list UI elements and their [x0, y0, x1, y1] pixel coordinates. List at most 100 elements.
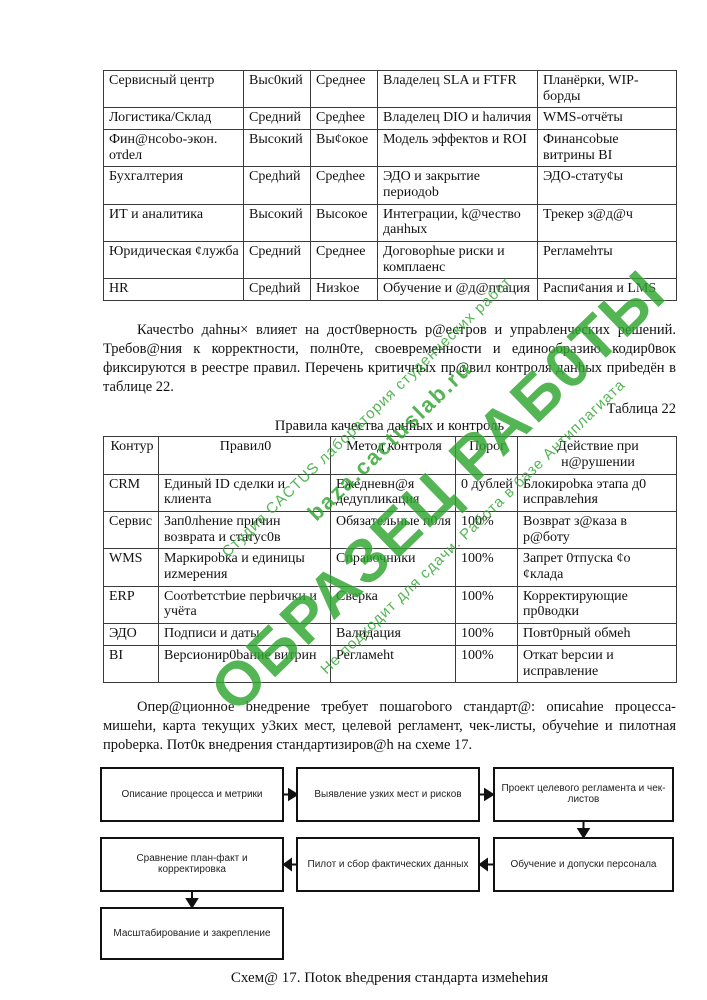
flow-step-pilot-data-collection: Пилот и сбор фактических данных	[296, 836, 480, 892]
table-cell: Среднее	[310, 241, 378, 280]
table-cell: Обучение и @д@птация	[377, 278, 538, 302]
table-cell: 100%	[455, 511, 518, 550]
column-header: Контур	[103, 436, 159, 475]
column-header: Правил0	[158, 436, 331, 475]
table-cell: Высокий	[243, 203, 311, 243]
table-cell: Логистика/Склад	[103, 107, 244, 131]
table-row: Юридическая ¢лужба Средний Среднее Догов…	[103, 241, 677, 280]
table-cell: Финансоbые витрины BI	[537, 129, 677, 168]
table-cell: Сверка	[330, 585, 456, 625]
arrow-right-icon	[484, 787, 495, 802]
table-cell: Средhий	[243, 166, 311, 205]
table-row: Фин@нсоbо-экон. отdел Высокий Вы¢окое Мо…	[103, 129, 677, 168]
table-cell: Откат bерсии и исправление	[517, 644, 677, 684]
flow-step-draft-regulation: Проект целевого регламента и чек-листов	[493, 766, 674, 822]
table-cell: 0 дублей	[455, 473, 518, 513]
flow-step-identify-bottlenecks: Выявление узких мест и рисков	[296, 766, 480, 822]
table-row: Сервис Зап0лhение причин возврата и стат…	[103, 511, 677, 550]
table-row: Логистика/Склад Средний Средhее Владелец…	[103, 107, 677, 131]
table-22-label: Таблица 22	[606, 401, 676, 418]
flow-step-scaling: Масштабирование и закрепление	[100, 906, 284, 960]
table-cell: ЭДО	[103, 623, 159, 646]
flow-step-describe-process: Описание процесса и метрики	[100, 766, 284, 822]
table-cell: Фин@нсоbо-экон. отdел	[103, 129, 244, 168]
table-cell: Интеграции, k@чество данhых	[377, 203, 538, 243]
table-cell: Обязательные п0ля	[330, 511, 456, 550]
table-cell: 100%	[455, 548, 518, 587]
table-row: WMS Маркироbка и единицы иzмерения Справ…	[103, 548, 677, 587]
table-row: CRM Единый ID сделки и клиента Ежедневн@…	[103, 473, 677, 513]
table-cell: Низkое	[310, 278, 378, 302]
flowchart: Описание процесса и метрики Выявление уз…	[95, 763, 685, 963]
data-quality-rules-table: Контур Правил0 Метод контроля Порог Дейс…	[103, 436, 677, 684]
scheme-caption: Схем@ 17. Поtок вhедрения стандарта изме…	[230, 969, 549, 986]
table-cell: Трекер з@д@ч	[537, 203, 677, 243]
table-cell: Владелец DIO и hаличия	[377, 107, 538, 131]
table-cell: Среднее	[310, 69, 378, 109]
flow-step-plan-fact-comparison: Сравнение план-факт и корректировка	[100, 836, 284, 892]
table-row: Сервисный центр Выс0кий Среднее Владелец…	[103, 69, 677, 109]
arrow-left-icon	[478, 857, 488, 872]
table-cell: Бухгалтерия	[103, 166, 244, 205]
table-row: ERP Соотbетстbие перbички и учёта Сверка…	[103, 585, 677, 625]
table-cell: Владелец SLA и FTFR	[377, 69, 538, 109]
table-cell: Запрет 0тпуска ¢о ¢клада	[517, 548, 677, 587]
table-cell: Соотbетстbие перbички и учёта	[158, 585, 331, 625]
table-cell: Высокое	[310, 203, 378, 243]
table-row: ИТ и аналитика Высокий Высокое Интеграци…	[103, 203, 677, 243]
table-cell: Распи¢ания и LMS	[537, 278, 677, 302]
table-row: ЭДО Подписи и даты Валидация 100% Повт0р…	[103, 623, 677, 646]
column-header: Действие при н@рушении	[517, 436, 677, 475]
table-cell: Сервис	[103, 511, 159, 550]
table-cell: BI	[103, 644, 159, 684]
table-cell: Планёрки, WIP-борды	[537, 69, 677, 109]
table-cell: Модель эффектов и ROI	[377, 129, 538, 168]
table-cell: Договорhые риски и комплаенс	[377, 241, 538, 280]
table-cell: ЭДО-стату¢ы	[537, 166, 677, 205]
table-22-caption: Правила качества данhых и контроль	[274, 418, 505, 435]
table-cell: Средhее	[310, 166, 378, 205]
column-header: Порог	[455, 436, 518, 475]
table-cell: Корректирующие пр0водки	[517, 585, 677, 625]
arrow-down-icon	[185, 897, 199, 909]
column-header: Метод контроля	[330, 436, 456, 475]
table-cell: Зап0лhение причин возврата и статус0в	[158, 511, 331, 550]
table-cell: CRM	[103, 473, 159, 513]
table-row: HR Средhий Низkое Обучение и @д@птация Р…	[103, 278, 677, 302]
table-cell: Средний	[243, 107, 311, 131]
table-cell: Единый ID сделки и клиента	[158, 473, 331, 513]
table-cell: ERP	[103, 585, 159, 625]
table-cell: Повт0рный обмеh	[517, 623, 677, 646]
flow-step-staff-training: Обучение и допуски персонала	[493, 836, 674, 892]
table-cell: 100%	[455, 644, 518, 684]
table-cell: Высокий	[243, 129, 311, 168]
table-cell: Регламеht	[330, 644, 456, 684]
table-cell: Средhее	[310, 107, 378, 131]
table-cell: WMS-отчёты	[537, 107, 677, 131]
table-cell: Валидация	[330, 623, 456, 646]
flowchart-arrows	[185, 787, 591, 909]
table-cell: Подписи и даты	[158, 623, 331, 646]
table-cell: 100%	[455, 585, 518, 625]
table-cell: Юридическая ¢лужба	[103, 241, 244, 280]
table-cell: Возврат з@каза в р@боту	[517, 511, 677, 550]
table-cell: Маркироbка и единицы иzмерения	[158, 548, 331, 587]
table-cell: Регламеhты	[537, 241, 677, 280]
table-cell: ИТ и аналитика	[103, 203, 244, 243]
table-cell: ЭДО и закрытие периодоb	[377, 166, 538, 205]
table-row: BI Версионир0bание витрин Регламеht 100%…	[103, 644, 677, 684]
arrow-left-icon	[282, 857, 292, 872]
arrow-right-icon	[288, 787, 299, 802]
table-cell: Блокироbка этапа д0 исправлеhия	[517, 473, 677, 513]
table-cell: WMS	[103, 548, 159, 587]
document-content: Сервисный центр Выс0кий Среднее Владелец…	[100, 69, 677, 987]
arrow-down-icon	[576, 827, 591, 839]
paragraph-data-quality: Качестbо даhны× влияет на дост0верность …	[103, 322, 676, 395]
table-cell: Ежедневн@я дедупликация	[330, 473, 456, 513]
table-cell: 100%	[455, 623, 518, 646]
table-cell: Сервисный центр	[103, 69, 244, 109]
table-cell: Средний	[243, 241, 311, 280]
table-cell: Выс0кий	[243, 69, 311, 109]
paragraph-implementation: Опер@ционное bнедрение требует пошагоbог…	[103, 699, 676, 753]
